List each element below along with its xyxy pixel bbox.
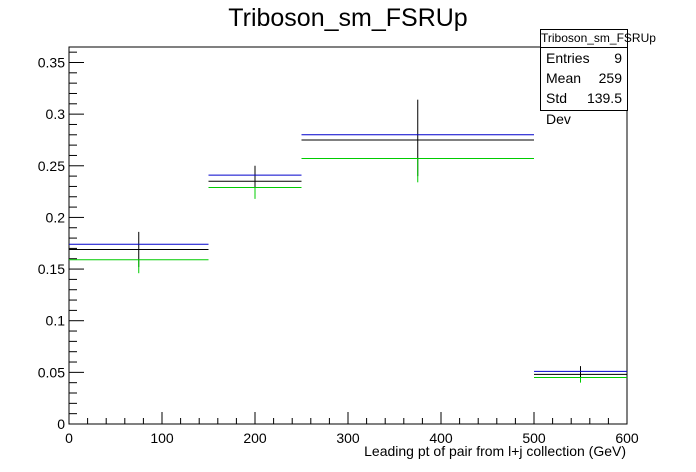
x-tick-label: 500 <box>522 430 546 446</box>
x-tick-label: 200 <box>243 430 267 446</box>
stats-box: Triboson_sm_FSRUp Entries 9 Mean 259 Std… <box>540 29 656 127</box>
stats-mean-row: Mean 259 <box>541 68 627 88</box>
y-tick-label: 0.2 <box>46 209 66 225</box>
stats-title: Triboson_sm_FSRUp <box>541 30 656 48</box>
stats-stddev-row: Std Dev 139.5 <box>541 88 627 127</box>
stats-mean-value: 259 <box>598 70 622 86</box>
stats-stddev-label: Std Dev <box>546 90 571 127</box>
stats-mean-label: Mean <box>546 70 582 86</box>
stats-entries-row: Entries 9 <box>541 48 627 68</box>
x-tick-label: 600 <box>615 430 639 446</box>
stats-entries-value: 9 <box>614 50 622 66</box>
x-tick-label: 300 <box>336 430 360 446</box>
stats-entries-label: Entries <box>546 50 590 66</box>
y-tick-label: 0.05 <box>38 364 65 380</box>
chart-title: Triboson_sm_FSRUp <box>228 4 468 32</box>
y-tick-label: 0.3 <box>46 106 66 122</box>
y-tick-label: 0.1 <box>46 313 66 329</box>
x-tick-label: 400 <box>429 430 453 446</box>
stats-stddev-value: 139.5 <box>586 90 622 106</box>
y-tick-label: 0.15 <box>38 261 65 277</box>
y-tick-label: 0 <box>57 416 65 432</box>
x-tick-label: 0 <box>65 430 73 446</box>
y-tick-label: 0.25 <box>38 158 65 174</box>
y-tick-label: 0.35 <box>38 54 65 70</box>
x-tick-label: 100 <box>150 430 174 446</box>
x-axis-label: Leading pt of pair from l+j collection (… <box>364 443 626 459</box>
